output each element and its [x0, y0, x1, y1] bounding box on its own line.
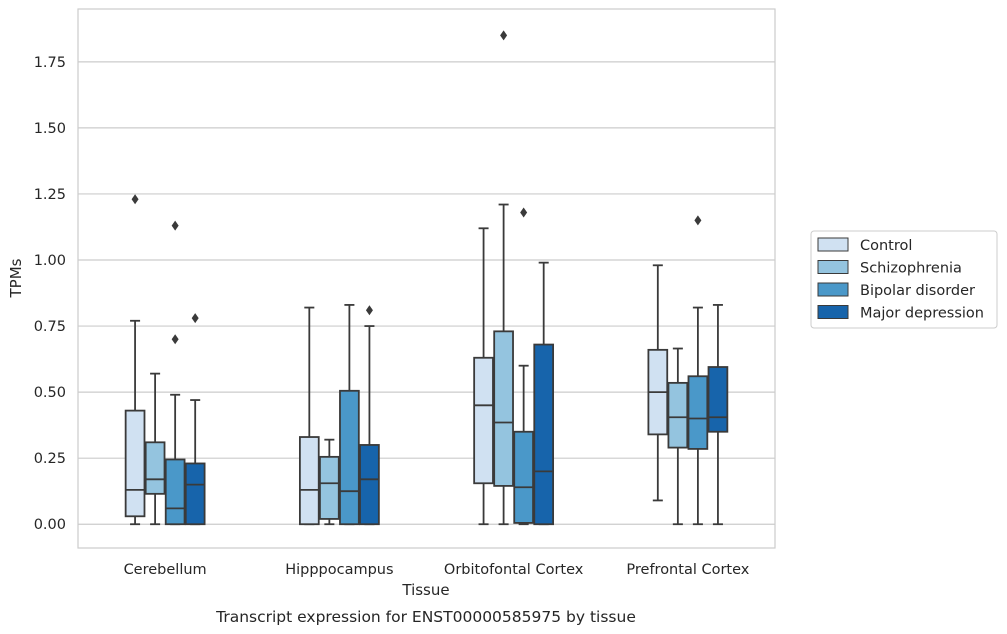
y-tick-label: 1.00 [34, 253, 66, 269]
y-tick-label: 0.25 [34, 451, 66, 467]
box [533, 343, 555, 526]
outlier-point [500, 30, 508, 41]
y-tick-label: 0.50 [34, 385, 66, 401]
y-tick-label: 1.75 [34, 55, 66, 71]
y-tick-labels: 0.00 0.25 0.50 0.75 1.00 1.25 1.50 1.75 [34, 55, 66, 533]
box [667, 381, 689, 449]
chart-caption: Transcript expression for ENST0000058597… [215, 608, 636, 626]
box-group [473, 30, 555, 526]
y-tick-label: 0.00 [34, 517, 66, 533]
outlier-point [520, 207, 528, 218]
y-tick-label: 1.25 [34, 187, 66, 203]
legend-label: Major depression [860, 306, 984, 322]
x-tick-labels: Cerebellum Hipppocampus Orbitofontal Corte… [124, 562, 750, 578]
box [184, 462, 206, 526]
box [493, 330, 514, 487]
legend-item: Bipolar disorder [817, 282, 975, 299]
legend-swatch [817, 282, 849, 297]
box [707, 366, 729, 433]
x-tick-label: Cerebellum [124, 562, 207, 578]
box-group [647, 215, 729, 526]
box-groups [124, 30, 729, 526]
legend: Control Schizophrenia Bipolar disorder Majo… [810, 230, 998, 329]
x-axis-label: Tissue [401, 581, 449, 599]
box [687, 375, 709, 450]
y-tick-label: 0.75 [34, 319, 66, 335]
x-tick-label: Prefrontal Cortex [626, 562, 749, 578]
box [164, 458, 186, 526]
outlier-point [694, 215, 702, 226]
box [124, 409, 146, 518]
x-tick-label: Hipppocampus [285, 562, 393, 578]
outlier-point [191, 313, 199, 324]
legend-label: Bipolar disorder [860, 283, 975, 299]
box [473, 356, 494, 485]
box-group [124, 194, 206, 526]
outlier-point [171, 334, 179, 345]
box-group [298, 304, 380, 526]
box [359, 444, 380, 526]
outlier-point [171, 220, 179, 231]
legend-swatch [817, 237, 849, 252]
legend-swatch [817, 305, 849, 319]
box [339, 389, 360, 526]
box [298, 436, 320, 526]
y-tick-label: 1.50 [34, 121, 66, 137]
legend-label: Control [860, 238, 912, 254]
outlier-point [365, 305, 373, 316]
legend-frame [810, 230, 998, 329]
legend-item: Control [817, 237, 912, 254]
box [144, 441, 166, 495]
legend-item: Major depression [817, 305, 984, 322]
legend-label: Schizophrenia [860, 261, 962, 277]
outlier-point [131, 194, 139, 205]
legend-item: Schizophrenia [817, 260, 962, 277]
x-tick-label: Orbitofontal Cortex [444, 562, 584, 578]
box [319, 455, 340, 520]
box [513, 430, 534, 524]
legend-swatch [817, 260, 849, 274]
y-axis-label: TPMs [7, 258, 25, 298]
plot-frame [77, 8, 776, 549]
